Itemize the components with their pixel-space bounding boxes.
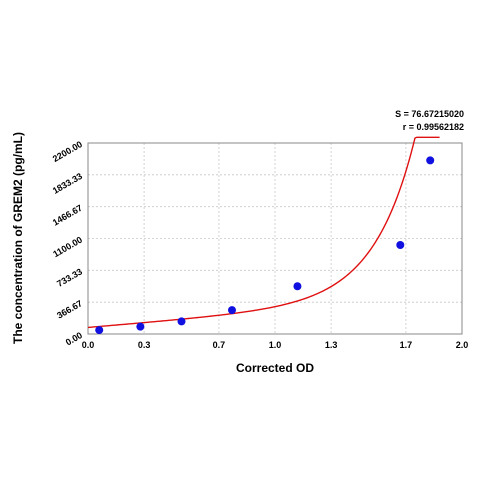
data-point <box>95 326 104 335</box>
data-point <box>136 322 145 331</box>
data-point <box>177 317 186 326</box>
point-layer <box>95 156 435 335</box>
x-tick-label: 1.3 <box>325 340 338 350</box>
s-statistic-label: S = 76.67215020 <box>395 109 464 119</box>
r-statistic-label: r = 0.99562182 <box>403 122 464 132</box>
data-point <box>293 282 302 291</box>
x-tick-label: 2.0 <box>456 340 469 350</box>
y-tick-label: 1833.33 <box>51 171 84 196</box>
data-point <box>227 306 236 315</box>
x-tick-label: 0.3 <box>138 340 151 350</box>
x-tick-label: 1.0 <box>269 340 282 350</box>
x-axis-title: Corrected OD <box>236 361 314 375</box>
y-tick-label: 2200.00 <box>51 139 84 164</box>
fitted-curve-line <box>87 136 440 329</box>
curve-layer <box>87 136 440 329</box>
y-tick-label: 733.33 <box>55 266 84 288</box>
y-tick-label: 1100.00 <box>51 235 84 260</box>
x-tick-label: 1.7 <box>400 340 413 350</box>
data-point <box>396 241 405 250</box>
plot-frame <box>87 142 463 335</box>
x-tick-label: 0.7 <box>213 340 226 350</box>
y-axis-title: The concentration of GREM2 (pg/mL) <box>11 132 25 344</box>
x-tick-label: 0.0 <box>82 340 95 350</box>
y-tick-label: 1466.67 <box>51 203 84 228</box>
y-tick-label: 366.67 <box>55 298 84 320</box>
data-point <box>426 156 435 165</box>
